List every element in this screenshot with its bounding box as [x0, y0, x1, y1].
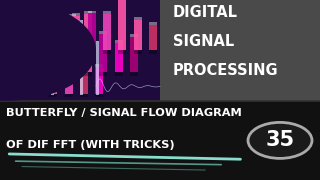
Bar — [115, 72, 123, 76]
Text: PROCESSING: PROCESSING — [173, 63, 278, 78]
Bar — [32, 14, 35, 95]
Bar — [72, 13, 80, 16]
Bar — [134, 17, 142, 20]
Text: DIGITAL: DIGITAL — [173, 5, 238, 20]
Bar — [88, 14, 96, 50]
Bar — [49, 94, 57, 97]
Bar — [99, 72, 107, 76]
Bar — [130, 37, 138, 72]
Bar — [3, 94, 11, 97]
Bar — [68, 17, 76, 72]
Bar — [19, 62, 27, 65]
Bar — [22, 25, 30, 72]
Bar — [95, 67, 103, 94]
Bar — [42, 33, 50, 36]
Bar — [80, 59, 88, 94]
Bar — [103, 11, 111, 13]
Bar — [72, 50, 80, 54]
Bar — [95, 64, 103, 67]
Bar — [42, 36, 50, 50]
Bar — [53, 72, 61, 76]
Bar — [130, 72, 138, 76]
Bar — [80, 94, 88, 97]
Bar — [99, 31, 107, 34]
Bar — [68, 14, 76, 17]
Bar — [19, 65, 27, 94]
Bar — [84, 72, 92, 76]
Circle shape — [0, 0, 96, 101]
Bar — [22, 22, 30, 25]
Bar — [3, 58, 11, 94]
Bar — [53, 57, 61, 60]
Bar — [118, 50, 126, 54]
Bar — [149, 50, 157, 54]
Bar — [38, 10, 46, 13]
Bar — [160, 0, 320, 101]
Bar — [80, 20, 83, 95]
Bar — [115, 40, 123, 42]
Bar — [103, 14, 111, 50]
Bar — [42, 50, 50, 54]
Bar — [34, 60, 42, 94]
Bar — [51, 27, 54, 95]
Bar — [0, 0, 160, 101]
Bar — [65, 94, 73, 97]
Bar — [115, 42, 123, 72]
Circle shape — [248, 122, 312, 158]
Text: 35: 35 — [265, 130, 295, 150]
Bar — [84, 11, 92, 14]
Bar — [53, 60, 61, 72]
Bar — [118, 0, 126, 50]
Bar — [68, 72, 76, 76]
Bar — [38, 13, 46, 72]
Bar — [88, 11, 96, 13]
Bar — [80, 57, 88, 59]
Bar — [134, 50, 142, 54]
Bar — [149, 24, 157, 50]
Bar — [134, 20, 142, 50]
Bar — [34, 57, 42, 60]
Bar — [103, 50, 111, 54]
Bar — [38, 72, 46, 76]
Bar — [16, 5, 19, 95]
Bar — [57, 14, 65, 17]
Bar — [19, 94, 27, 97]
Bar — [0, 101, 320, 180]
Bar — [65, 73, 73, 75]
Bar — [149, 22, 157, 24]
Bar — [49, 64, 57, 66]
Bar — [57, 17, 65, 50]
Bar — [3, 55, 11, 58]
Bar — [88, 50, 96, 54]
Bar — [99, 34, 107, 72]
Text: SIGNAL: SIGNAL — [173, 34, 234, 49]
Bar — [57, 50, 65, 54]
Bar — [65, 75, 73, 94]
Bar — [49, 66, 57, 94]
Text: OF DIF FFT (WITH TRICKS): OF DIF FFT (WITH TRICKS) — [6, 140, 175, 150]
Bar — [96, 41, 99, 95]
Bar — [34, 94, 42, 97]
Bar — [130, 34, 138, 37]
Bar — [72, 16, 80, 50]
Bar — [95, 94, 103, 97]
Bar — [22, 72, 30, 76]
Bar — [84, 14, 92, 72]
Text: BUTTERFLY / SIGNAL FLOW DIAGRAM: BUTTERFLY / SIGNAL FLOW DIAGRAM — [6, 108, 242, 118]
